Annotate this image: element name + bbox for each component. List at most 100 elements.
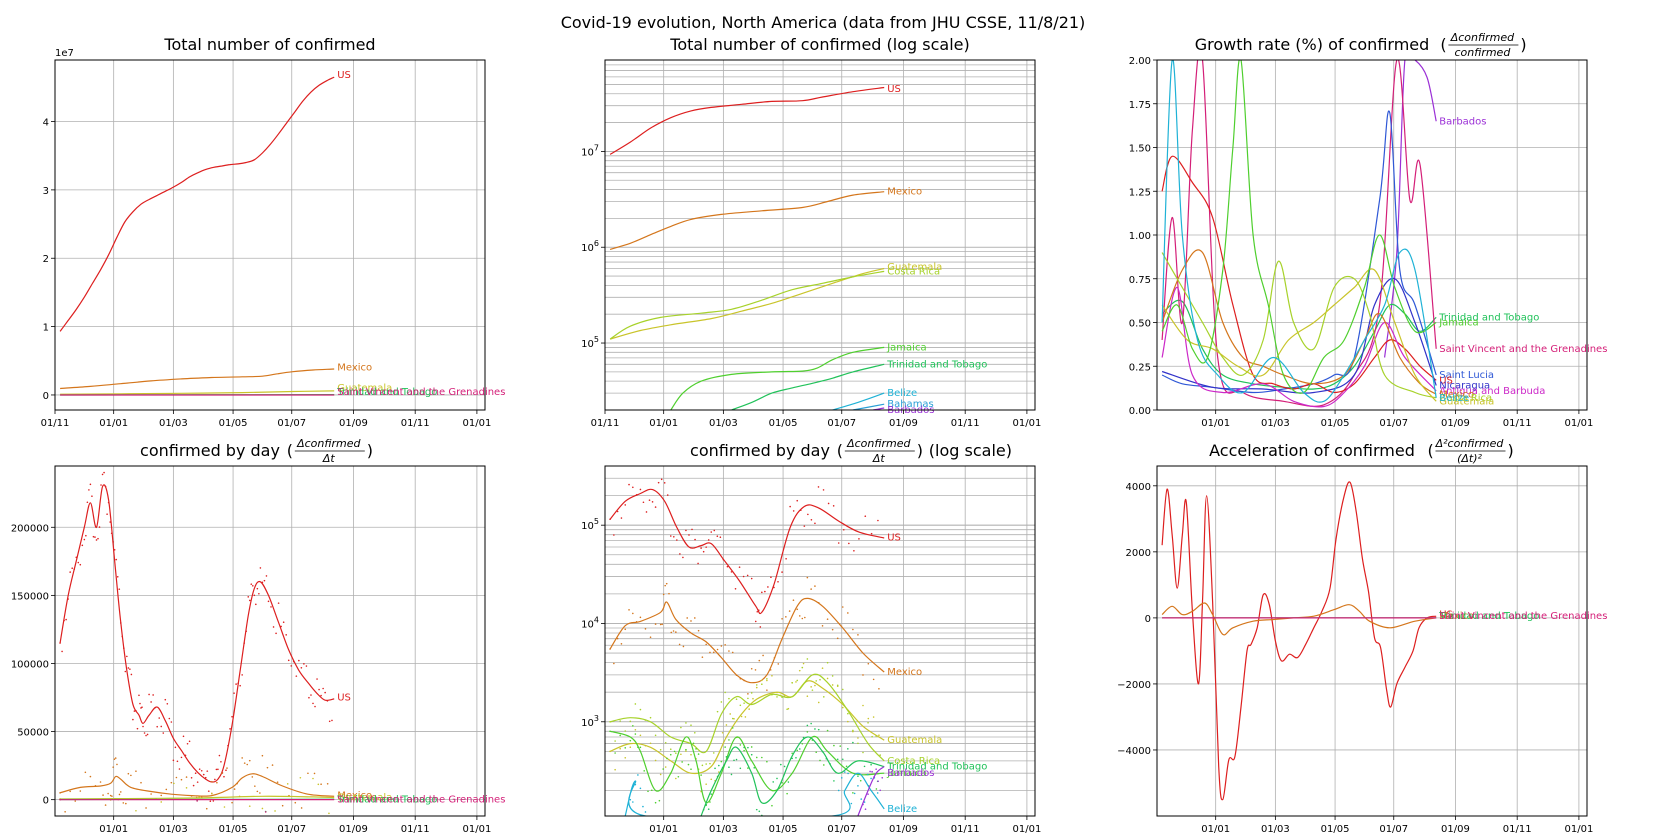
series-label: Antigua and Barbuda: [1439, 386, 1545, 397]
daily-point: [644, 719, 647, 721]
daily-point: [609, 720, 611, 723]
daily-point: [807, 513, 809, 516]
daily-point: [867, 793, 869, 795]
x-tick-label: 01/01: [649, 418, 678, 429]
daily-point: [735, 674, 738, 677]
daily-point: [669, 753, 672, 756]
daily-point: [721, 731, 724, 734]
daily-point: [771, 804, 773, 807]
daily-point: [79, 563, 82, 566]
daily-point: [796, 679, 799, 682]
fraction-denominator: (Δt)²: [1457, 452, 1482, 465]
x-tick-label: 01/09: [339, 824, 368, 835]
daily-point: [870, 777, 872, 780]
x-tick-label: 01/09: [1441, 418, 1470, 429]
daily-point: [761, 756, 763, 759]
daily-point: [107, 501, 110, 504]
daily-point: [713, 529, 716, 532]
daily-point: [91, 495, 93, 497]
daily-point: [632, 486, 634, 489]
daily-point: [186, 742, 189, 745]
daily-point: [635, 621, 638, 623]
daily-point: [867, 722, 869, 724]
daily-point: [733, 759, 735, 762]
series-label: Jamaica: [886, 768, 926, 779]
daily-point: [872, 678, 875, 681]
series-line-us: [609, 488, 885, 615]
daily-point: [729, 713, 732, 715]
daily-point: [135, 809, 137, 812]
daily-point: [755, 686, 758, 689]
daily-point: [817, 701, 820, 704]
daily-point: [634, 783, 637, 786]
y-tick-label: 100000: [11, 659, 49, 670]
daily-point: [215, 768, 218, 771]
daily-point: [864, 515, 867, 518]
daily-point: [629, 720, 632, 723]
daily-point: [814, 585, 816, 587]
daily-point: [130, 673, 133, 676]
daily-point: [670, 631, 673, 634]
x-tick-label: 01/09: [889, 824, 918, 835]
daily-point: [123, 647, 125, 649]
daily-point: [680, 726, 682, 729]
daily-point: [791, 752, 793, 755]
daily-point: [740, 715, 743, 718]
daily-point: [609, 750, 611, 753]
daily-point: [63, 619, 65, 622]
daily-point: [761, 683, 763, 686]
series-label: Trinidad and Tobago: [886, 762, 987, 773]
series-group: [609, 478, 885, 816]
daily-point: [250, 583, 253, 585]
daily-point: [750, 753, 753, 756]
daily-point: [697, 562, 699, 565]
daily-point: [65, 618, 67, 621]
axes-frame: [604, 59, 1036, 411]
series-label: US: [1439, 610, 1453, 621]
x-tick-label: 01/01: [462, 824, 491, 835]
daily-point: [791, 681, 793, 684]
series-label: Trinidad and Tobago: [886, 359, 987, 370]
daily-point: [89, 483, 92, 486]
daily-point: [669, 748, 672, 751]
y-tick-label: 1.00: [1129, 231, 1151, 242]
daily-point: [251, 776, 254, 778]
daily-point: [59, 642, 61, 644]
daily-point: [112, 766, 114, 768]
daily-point: [218, 754, 221, 757]
daily-point: [862, 751, 864, 754]
daily-point: [682, 645, 685, 648]
series-label: Costa Rica: [887, 756, 940, 767]
x-tick-label: 01/05: [1321, 824, 1350, 835]
daily-point: [119, 791, 122, 793]
daily-point: [628, 609, 630, 611]
series-line-jamaica: [670, 346, 885, 410]
daily-point: [180, 778, 183, 781]
daily-point: [166, 702, 169, 705]
daily-point: [796, 749, 799, 752]
daily-point: [103, 471, 105, 474]
daily-point: [685, 722, 687, 724]
daily-point: [100, 484, 102, 486]
daily-point: [156, 725, 158, 728]
series-label: Costa Rica: [887, 266, 940, 277]
daily-point: [837, 789, 840, 792]
y-tick-label: 0: [43, 796, 49, 807]
series-label: Saint Lucia: [1439, 370, 1494, 381]
daily-point: [124, 670, 127, 673]
daily-point: [77, 561, 80, 564]
daily-point: [801, 666, 804, 669]
daily-point: [872, 716, 875, 718]
daily-point: [267, 600, 270, 603]
daily-point: [248, 599, 251, 602]
daily-point: [165, 788, 168, 791]
daily-point: [145, 734, 147, 737]
daily-point: [707, 539, 710, 541]
daily-point: [94, 784, 97, 787]
daily-point: [654, 506, 657, 508]
daily-point: [164, 698, 167, 701]
daily-point: [73, 568, 76, 571]
daily-point: [743, 679, 745, 682]
daily-point: [241, 674, 243, 676]
series-line-nicaragua: [1161, 277, 1437, 394]
